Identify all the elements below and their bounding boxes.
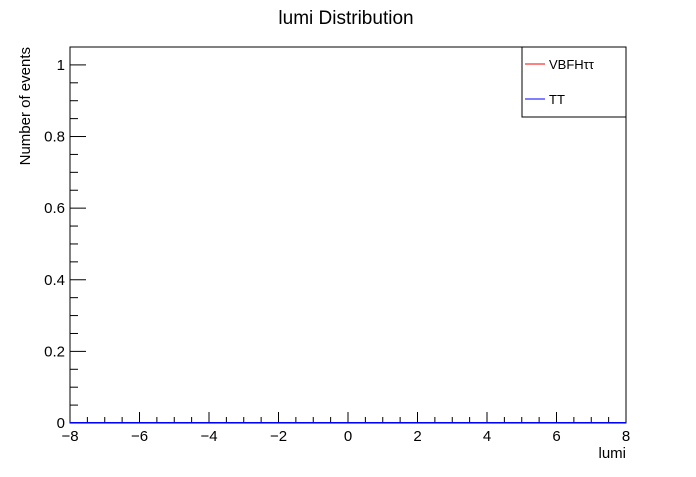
y-tick-label: 0.4	[44, 272, 65, 289]
legend-box	[521, 46, 627, 118]
chart-title: lumi Distribution	[278, 8, 413, 29]
x-tick-label: 4	[483, 428, 491, 445]
y-tick-label: 0.6	[44, 200, 65, 217]
y-tick-label: 0.2	[44, 343, 65, 360]
y-axis-label: Number of events	[17, 47, 34, 165]
x-axis-label: lumi	[598, 445, 626, 462]
legend-label-vbfhtautau: VBFHττ	[549, 57, 595, 72]
y-tick-label: 0.8	[44, 129, 65, 146]
legend: VBFHττ TT	[521, 46, 627, 118]
y-tick-label: 0	[57, 415, 65, 432]
y-axis: 0 0.2 0.4 0.6 0.8 1	[44, 46, 86, 432]
legend-label-tt: TT	[549, 92, 565, 107]
x-axis: −8 −6 −4 −2 0 2 4 6 8	[61, 412, 630, 445]
x-tick-label: 6	[552, 428, 560, 445]
x-tick-label: 8	[622, 428, 630, 445]
x-tick-label: 2	[413, 428, 421, 445]
x-tick-label: 0	[344, 428, 352, 445]
x-tick-label: −4	[200, 428, 217, 445]
x-tick-label: −2	[270, 428, 287, 445]
x-tick-label: −6	[131, 428, 148, 445]
y-tick-label: 1	[57, 57, 65, 74]
x-tick-label: −8	[61, 428, 78, 445]
